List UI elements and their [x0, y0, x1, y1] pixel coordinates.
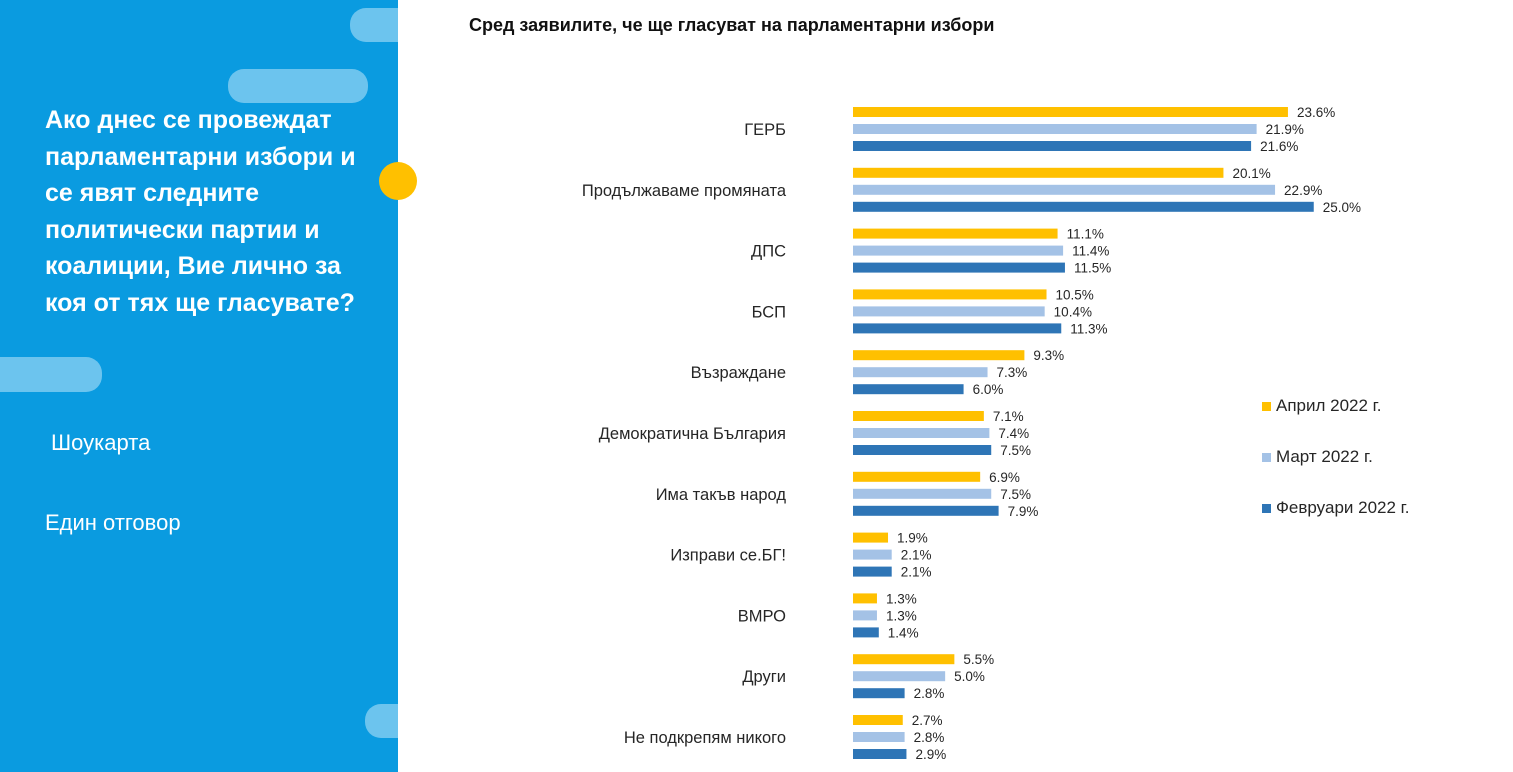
answer-type-label: Един отговор: [45, 510, 181, 535]
value-label-march-4: 7.3%: [997, 365, 1028, 380]
bar-march-9: [853, 671, 946, 682]
bar-february-4: [853, 384, 964, 395]
bar-february-1: [853, 201, 1314, 212]
decor-pill-top: [350, 8, 398, 42]
bar-march-6: [853, 488, 992, 499]
value-label-april-0: 23.6%: [1297, 105, 1335, 120]
value-label-february-8: 1.4%: [888, 625, 919, 640]
bar-march-4: [853, 367, 988, 378]
value-label-february-5: 7.5%: [1000, 443, 1031, 458]
bar-february-2: [853, 262, 1065, 273]
value-label-march-7: 2.1%: [901, 548, 932, 563]
bar-february-8: [853, 627, 879, 638]
bar-april-10: [853, 715, 903, 725]
value-label-february-7: 2.1%: [901, 565, 932, 580]
value-label-march-1: 22.9%: [1284, 183, 1322, 198]
category-label-3: БСП: [752, 303, 786, 321]
value-label-april-9: 5.5%: [963, 652, 994, 667]
value-label-february-10: 2.9%: [915, 747, 946, 762]
bar-march-8: [853, 610, 877, 621]
value-label-april-8: 1.3%: [886, 591, 917, 606]
value-label-april-3: 10.5%: [1056, 287, 1094, 302]
decor-pill-upper: [228, 69, 368, 103]
bar-april-2: [853, 228, 1058, 239]
legend-label-april: Април 2022 г.: [1276, 396, 1382, 415]
legend-item-february: Февруари 2022 г.: [1262, 498, 1410, 518]
bar-april-1: [853, 167, 1224, 178]
bar-march-10: [853, 732, 905, 742]
value-label-february-2: 11.5%: [1074, 261, 1111, 276]
bar-march-2: [853, 245, 1064, 256]
value-label-march-10: 2.8%: [914, 730, 945, 745]
value-label-february-0: 21.6%: [1260, 139, 1298, 154]
bar-february-5: [853, 445, 992, 455]
value-label-march-6: 7.5%: [1000, 487, 1031, 502]
bar-april-5: [853, 411, 984, 421]
bar-february-9: [853, 688, 905, 699]
value-label-february-1: 25.0%: [1323, 200, 1361, 215]
bar-april-8: [853, 593, 877, 604]
decor-pill-middle: [0, 357, 102, 392]
category-label-7: Изправи се.БГ!: [670, 547, 786, 565]
bar-february-6: [853, 505, 999, 516]
bar-february-7: [853, 566, 892, 577]
legend-label-february: Февруари 2022 г.: [1276, 498, 1410, 517]
bar-march-0: [853, 124, 1257, 134]
category-label-5: Демократична България: [599, 425, 786, 443]
category-label-8: ВМРО: [738, 607, 786, 625]
bar-april-7: [853, 532, 889, 543]
value-label-february-9: 2.8%: [914, 686, 945, 701]
value-label-april-2: 11.1%: [1067, 227, 1104, 242]
value-label-april-10: 2.7%: [912, 713, 943, 728]
category-label-6: Има такъв народ: [656, 486, 787, 504]
bar-march-7: [853, 549, 892, 560]
value-label-february-6: 7.9%: [1008, 504, 1039, 519]
legend-item-march: Март 2022 г.: [1262, 447, 1373, 467]
decor-dot: [379, 162, 417, 200]
bar-march-5: [853, 428, 990, 438]
value-label-march-0: 21.9%: [1266, 122, 1304, 137]
value-label-april-6: 6.9%: [989, 470, 1020, 485]
legend-swatch-april: [1262, 401, 1271, 411]
legend-swatch-february: [1262, 503, 1271, 513]
value-label-march-5: 7.4%: [998, 426, 1029, 441]
method-label: Шоукарта: [51, 430, 151, 455]
category-label-10: Не подкрепям никого: [624, 729, 786, 747]
legend-swatch-march: [1262, 452, 1271, 462]
bar-february-3: [853, 323, 1062, 334]
value-label-april-4: 9.3%: [1033, 348, 1064, 363]
value-label-april-1: 20.1%: [1232, 166, 1270, 181]
bar-february-10: [853, 749, 907, 759]
survey-question: Ако днес се провеждат парламентарни избо…: [45, 106, 356, 317]
category-label-1: Продължаваме промяната: [582, 182, 787, 200]
value-label-february-4: 6.0%: [973, 382, 1004, 397]
value-label-march-2: 11.4%: [1072, 244, 1109, 259]
value-label-march-9: 5.0%: [954, 669, 985, 684]
bar-april-4: [853, 350, 1025, 361]
sidebar: Ако днес се провеждат парламентарни избо…: [0, 0, 398, 772]
category-label-4: Възраждане: [691, 364, 786, 382]
legend-label-march: Март 2022 г.: [1276, 447, 1373, 466]
legend-item-april: Април 2022 г.: [1262, 396, 1382, 416]
bar-march-1: [853, 184, 1276, 195]
category-label-0: ГЕРБ: [744, 121, 786, 139]
bar-april-9: [853, 654, 955, 665]
bar-april-6: [853, 471, 981, 482]
category-label-2: ДПС: [751, 243, 786, 261]
category-label-9: Други: [742, 668, 786, 686]
decor-pill-bottom: [365, 704, 398, 738]
value-label-february-3: 11.3%: [1070, 321, 1107, 336]
value-label-april-5: 7.1%: [993, 409, 1024, 424]
value-label-march-8: 1.3%: [886, 608, 917, 623]
value-label-april-7: 1.9%: [897, 531, 928, 546]
chart-title: Сред заявилите, че ще гласуват на парлам…: [469, 15, 995, 35]
bar-april-0: [853, 107, 1288, 117]
value-label-march-3: 10.4%: [1054, 304, 1092, 319]
bar-february-0: [853, 141, 1252, 151]
bar-april-3: [853, 289, 1047, 300]
bar-march-3: [853, 306, 1045, 317]
